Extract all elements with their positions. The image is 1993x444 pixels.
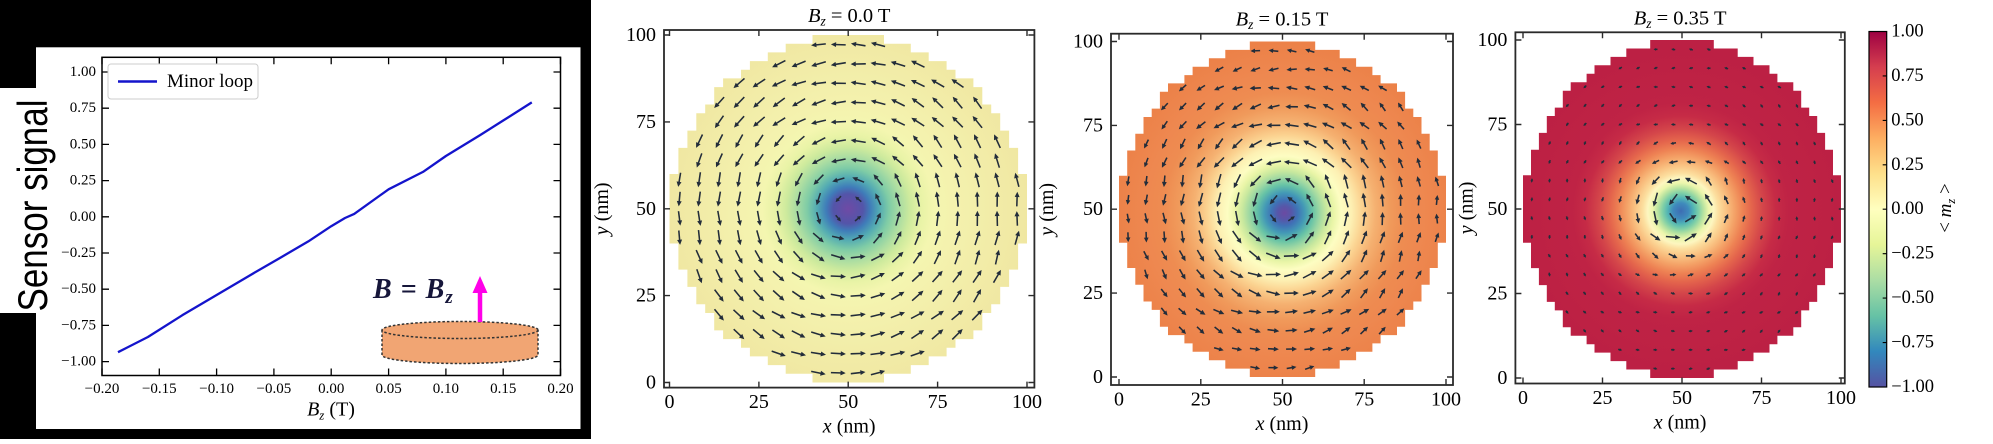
svg-text:50: 50 xyxy=(1083,198,1103,220)
svg-text:Bz (T): Bz (T) xyxy=(307,399,355,423)
svg-text:50: 50 xyxy=(1273,389,1293,411)
svg-text:25: 25 xyxy=(1593,387,1613,409)
svg-text:25: 25 xyxy=(1083,282,1103,304)
svg-text:−0.50: −0.50 xyxy=(61,281,96,297)
svg-text:25: 25 xyxy=(749,391,769,413)
svg-text:0.00: 0.00 xyxy=(318,381,344,397)
svg-text:y (nm): y (nm) xyxy=(1455,182,1477,237)
svg-text:0.00: 0.00 xyxy=(1891,199,1923,219)
svg-text:0.15: 0.15 xyxy=(490,381,516,397)
svg-text:75: 75 xyxy=(1487,114,1507,136)
svg-text:−0.10: −0.10 xyxy=(199,381,234,397)
svg-text:Bz = 0.35 T: Bz = 0.35 T xyxy=(1634,7,1727,31)
svg-text:50: 50 xyxy=(838,391,858,413)
svg-text:0: 0 xyxy=(1497,367,1507,389)
svg-text:Sensor signal: Sensor signal xyxy=(9,100,56,312)
svg-text:100: 100 xyxy=(1073,31,1103,53)
svg-text:−0.50: −0.50 xyxy=(1891,288,1934,308)
svg-text:0.20: 0.20 xyxy=(547,381,573,397)
svg-text:x (nm): x (nm) xyxy=(1255,413,1309,435)
svg-text:100: 100 xyxy=(1477,29,1507,51)
svg-text:100: 100 xyxy=(1826,387,1856,409)
svg-text:50: 50 xyxy=(636,198,656,220)
svg-text:−0.20: −0.20 xyxy=(85,381,120,397)
svg-text:75: 75 xyxy=(1083,114,1103,136)
svg-text:0: 0 xyxy=(1093,366,1103,388)
svg-text:1.00: 1.00 xyxy=(1891,22,1923,42)
svg-text:−0.05: −0.05 xyxy=(257,381,292,397)
svg-text:1.00: 1.00 xyxy=(70,64,96,80)
svg-text:100: 100 xyxy=(1012,391,1042,413)
svg-text:75: 75 xyxy=(928,391,948,413)
svg-text:75: 75 xyxy=(636,111,656,133)
svg-text:25: 25 xyxy=(636,285,656,307)
svg-text:Minor loop: Minor loop xyxy=(167,71,253,92)
svg-text:0.10: 0.10 xyxy=(433,381,459,397)
svg-text:0.25: 0.25 xyxy=(1891,155,1923,175)
svg-text:0.75: 0.75 xyxy=(70,100,96,116)
svg-text:−0.25: −0.25 xyxy=(61,245,96,261)
svg-text:0: 0 xyxy=(1518,387,1528,409)
svg-text:0.00: 0.00 xyxy=(70,209,96,225)
svg-text:0.25: 0.25 xyxy=(70,173,96,189)
svg-text:50: 50 xyxy=(1672,387,1692,409)
svg-text:x (nm): x (nm) xyxy=(1653,412,1707,434)
svg-text:0.50: 0.50 xyxy=(70,136,96,152)
svg-text:100: 100 xyxy=(626,24,656,46)
svg-text:100: 100 xyxy=(1431,389,1461,411)
svg-text:y (nm): y (nm) xyxy=(591,182,613,237)
svg-text:Bz = 0.15 T: Bz = 0.15 T xyxy=(1236,9,1329,33)
svg-text:75: 75 xyxy=(1752,387,1772,409)
svg-text:0.75: 0.75 xyxy=(1891,66,1923,86)
svg-text:B = Bz: B = Bz xyxy=(372,274,454,308)
svg-text:0.05: 0.05 xyxy=(375,381,401,397)
svg-text:−0.75: −0.75 xyxy=(1891,333,1934,353)
svg-text:50: 50 xyxy=(1487,198,1507,220)
svg-text:−1.00: −1.00 xyxy=(1891,377,1934,397)
svg-text:x (nm): x (nm) xyxy=(822,416,876,438)
svg-text:25: 25 xyxy=(1191,389,1211,411)
svg-text:0.50: 0.50 xyxy=(1891,110,1923,130)
svg-text:y (nm): y (nm) xyxy=(1036,183,1058,238)
svg-text:0: 0 xyxy=(646,372,656,394)
svg-text:0: 0 xyxy=(665,391,675,413)
svg-text:−1.00: −1.00 xyxy=(61,354,96,370)
svg-text:−0.75: −0.75 xyxy=(61,317,96,333)
svg-text:Bz = 0.0 T: Bz = 0.0 T xyxy=(808,5,891,29)
svg-text:−0.15: −0.15 xyxy=(142,381,177,397)
svg-text:75: 75 xyxy=(1354,389,1374,411)
svg-text:0: 0 xyxy=(1114,389,1124,411)
svg-text:< mz >: < mz > xyxy=(1935,183,1958,233)
svg-text:−0.25: −0.25 xyxy=(1891,244,1934,264)
svg-text:25: 25 xyxy=(1487,283,1507,305)
